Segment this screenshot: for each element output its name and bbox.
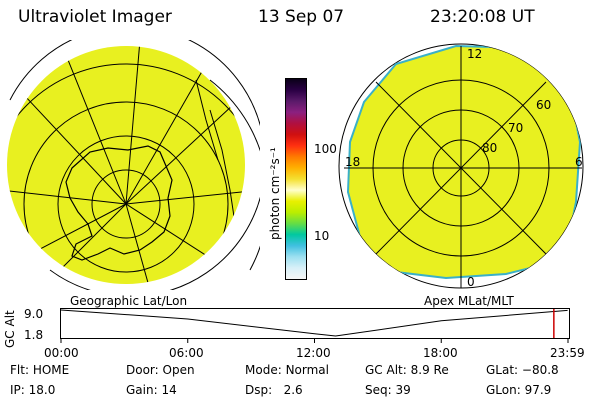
mlt-label-left: 18 (345, 155, 360, 169)
left-panel-caption: Geographic Lat/Lon (70, 294, 188, 308)
status-glon: GLon: 97.9 (486, 383, 552, 397)
lat-grid (7, 63, 245, 284)
status-seq: Seq: 39 (365, 383, 411, 397)
altitude-plot (60, 308, 570, 343)
instrument-title: Ultraviolet Imager (18, 7, 172, 27)
altitude-axis-label: GC Alt (3, 310, 17, 348)
grid-edge (195, 79, 219, 161)
observation-date: 13 Sep 07 (258, 7, 345, 27)
status-glat: GLat: −80.8 (486, 363, 559, 377)
x-tick-1200: 12:00 (296, 346, 331, 360)
alt-tick-1.8: 1.8 (24, 328, 44, 342)
status-mode: Mode: Normal (245, 363, 329, 377)
mlat-label-60: 60 (536, 98, 551, 112)
status-ip: IP: 18.0 (10, 383, 56, 397)
colorbar-tick-10: 10 (314, 229, 330, 243)
mlt-grid (344, 46, 582, 288)
colorbar (285, 78, 307, 280)
altitude-curve (60, 309, 568, 337)
x-tick-0600: 06:00 (169, 346, 204, 360)
alt-tick-9: 9.0 (24, 307, 44, 321)
observation-time: 23:20:08 UT (430, 7, 535, 27)
status-gcalt: GC Alt: 8.9 Re (365, 363, 449, 377)
coastline (65, 145, 173, 261)
right-panel-caption: Apex MLat/MLT (424, 294, 514, 308)
colorbar-unit-label: photon cm⁻²s⁻¹ (268, 147, 282, 240)
mlat-label-70: 70 (508, 121, 523, 135)
status-flt: Flt: HOME (10, 363, 70, 377)
mlat-label-80: 80 (482, 141, 497, 155)
status-door: Door: Open (126, 363, 195, 377)
emission-fill (346, 44, 582, 280)
x-tick-1800: 18:00 (423, 346, 458, 360)
status-gain: Gain: 14 (126, 383, 177, 397)
apex-image: 12 0 18 6 60 70 80 (338, 43, 584, 289)
mlt-label-bottom: 0 (467, 275, 475, 289)
outer-grid-arc (209, 79, 260, 271)
x-tick-2359: 23:59 (550, 346, 585, 360)
geographic-image (7, 40, 260, 290)
colorbar-tick-100: 100 (314, 142, 337, 156)
emission-fill (7, 46, 245, 284)
mlt-label-top: 12 (467, 47, 482, 61)
altitude-x-ticks (60, 338, 569, 343)
x-tick-0000: 00:00 (44, 346, 79, 360)
status-dsp: Dsp: 2.6 (245, 383, 303, 397)
mlt-label-right: 6 (575, 155, 583, 169)
